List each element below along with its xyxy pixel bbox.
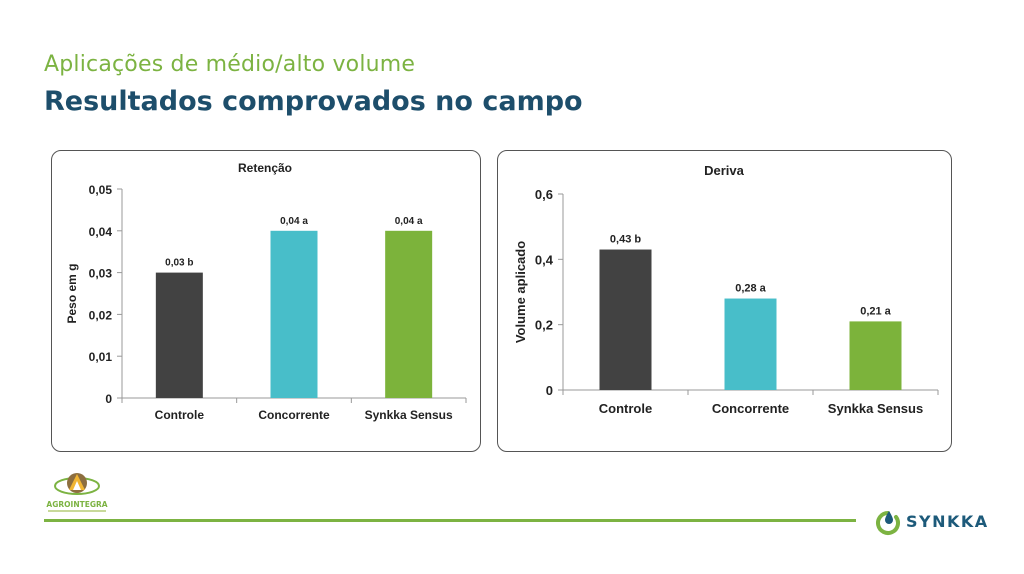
- y-tick-label: 0: [105, 392, 112, 406]
- page-subtitle: Aplicações de médio/alto volume: [44, 52, 416, 77]
- bar-data-label: 0,21 a: [860, 305, 891, 317]
- deriva-chart-panel: Deriva Volume aplicado 0 0,2 0,4 0,6 0,43 b Con…: [497, 150, 952, 452]
- y-tick-label: 0,03: [89, 267, 113, 281]
- x-category-label: Concorrente: [712, 401, 789, 416]
- bar-synkka-sensus: [385, 230, 433, 398]
- retencao-chart-panel: Retenção Peso em g 0 0,01 0,02 0,03 0,04 0,05 0,…: [51, 150, 481, 452]
- footer-divider: [44, 519, 856, 522]
- y-tick-label: 0,02: [89, 308, 113, 322]
- synkka-wordmark: SYNKKA: [906, 512, 989, 531]
- bar-data-label: 0,04 a: [395, 216, 423, 227]
- y-tick-label: 0: [546, 383, 553, 398]
- retencao-chart: Retenção Peso em g 0 0,01 0,02 0,03 0,04 0,05 0,…: [65, 161, 467, 422]
- y-tick-label: 0,05: [89, 183, 113, 197]
- x-category-label: Controle: [599, 401, 652, 416]
- bar-data-label: 0,28 a: [735, 283, 766, 295]
- x-category-label: Concorrente: [258, 408, 330, 422]
- chart-title: Deriva: [704, 163, 745, 178]
- x-category-label: Controle: [155, 408, 205, 422]
- agrointegra-tagline-mark: [48, 510, 106, 512]
- agrointegra-wordmark: AGROINTEGRA: [46, 500, 108, 509]
- y-axis-label: Volume aplicado: [513, 241, 528, 343]
- bar-controle: [599, 249, 652, 390]
- y-tick-label: 0,04: [89, 225, 113, 239]
- deriva-chart: Deriva Volume aplicado 0 0,2 0,4 0,6 0,43 b Con…: [513, 163, 939, 416]
- bar-synkka-sensus: [849, 321, 902, 390]
- agrointegra-logo: AGROINTEGRA: [44, 470, 110, 516]
- page-title: Resultados comprovados no campo: [44, 86, 583, 117]
- bar-controle: [155, 272, 203, 398]
- synkka-drop-icon: [876, 511, 900, 535]
- chart-title: Retenção: [238, 161, 292, 175]
- x-category-label: Synkka Sensus: [365, 408, 453, 422]
- bar-data-label: 0,03 b: [165, 258, 193, 269]
- bar-data-label: 0,43 b: [610, 234, 641, 246]
- y-tick-label: 0,4: [535, 252, 554, 267]
- synkka-logo: SYNKKA: [874, 508, 987, 538]
- x-category-label: Synkka Sensus: [828, 401, 923, 416]
- bar-data-label: 0,04 a: [280, 216, 308, 227]
- y-axis-label: Peso em g: [65, 263, 79, 323]
- y-tick-label: 0,6: [535, 187, 553, 202]
- y-tick-label: 0,2: [535, 318, 553, 333]
- bar-concorrente: [270, 230, 318, 398]
- y-tick-label: 0,01: [89, 350, 113, 364]
- agrointegra-emblem-icon: [54, 473, 100, 495]
- bar-concorrente: [724, 298, 777, 390]
